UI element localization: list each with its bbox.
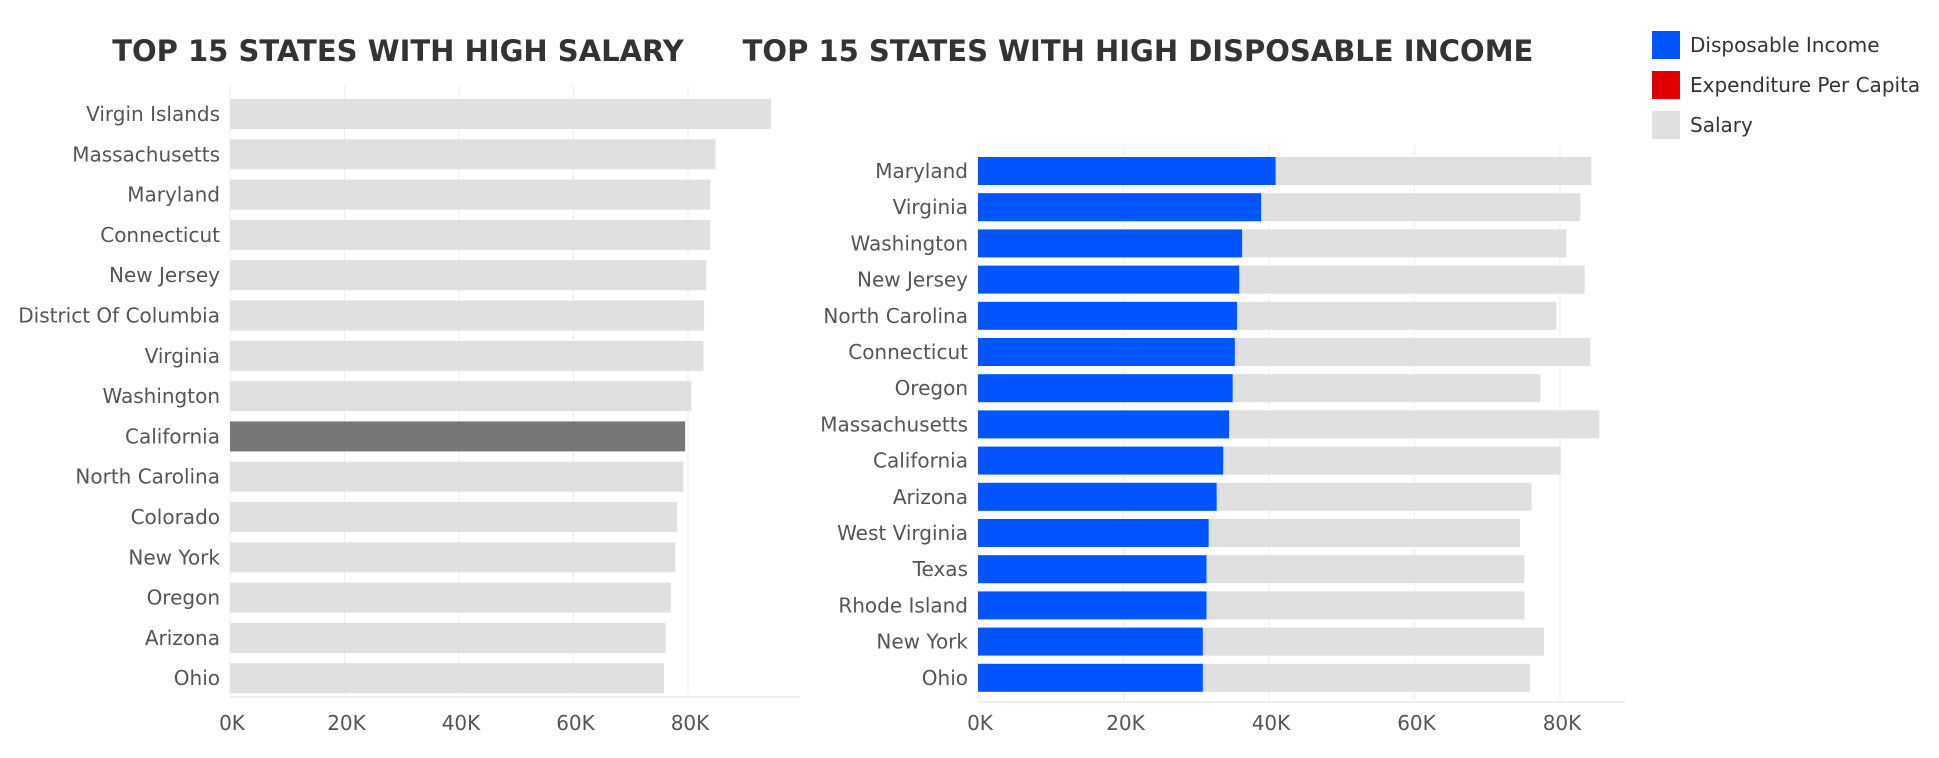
category-label-new-york: New York	[876, 630, 968, 654]
bar-disposable-income-north-carolina[interactable]	[978, 301, 1237, 330]
category-label-oregon: Oregon	[895, 376, 968, 400]
bar-salary-virginia[interactable]	[230, 340, 704, 371]
category-label-massachusetts: Massachusetts	[72, 142, 220, 166]
category-label-washington: Washington	[102, 384, 220, 408]
category-label-new-york: New York	[128, 545, 220, 569]
bar-disposable-income-washington[interactable]	[978, 229, 1243, 258]
bar-disposable-income-california[interactable]	[978, 446, 1224, 475]
x-tick-label: 0K	[967, 711, 994, 735]
bar-salary-new-jersey[interactable]	[230, 260, 707, 291]
category-label-oregon: Oregon	[147, 586, 220, 610]
x-tick-label: 40K	[1252, 711, 1291, 735]
x-tick-label: 60K	[1397, 711, 1436, 735]
bar-disposable-income-west-virginia[interactable]	[978, 519, 1209, 547]
x-tick-label: 80K	[1543, 711, 1582, 735]
bar-disposable-income-massachusetts[interactable]	[978, 410, 1229, 439]
x-tick-label: 0K	[219, 711, 246, 735]
category-label-texas: Texas	[912, 557, 968, 581]
legend-swatch-disposable-income	[1652, 31, 1680, 59]
category-label-arizona: Arizona	[893, 485, 968, 509]
category-label-district-of-columbia: District Of Columbia	[18, 304, 220, 328]
bar-disposable-income-virginia[interactable]	[978, 193, 1261, 222]
bar-salary-new-york[interactable]	[230, 542, 676, 573]
category-label-ohio: Ohio	[922, 666, 968, 690]
x-tick-label: 80K	[671, 711, 710, 735]
bar-disposable-income-connecticut[interactable]	[978, 338, 1235, 366]
category-label-maryland: Maryland	[875, 159, 968, 183]
category-label-virgin-islands: Virgin Islands	[86, 102, 220, 126]
bar-salary-oregon[interactable]	[230, 582, 671, 613]
chart-high-disposable-income: TOP 15 STATES WITH HIGH DISPOSABLE INCOM…	[743, 34, 1625, 735]
category-label-virginia: Virginia	[145, 344, 220, 368]
bar-salary-connecticut[interactable]	[230, 219, 711, 250]
category-label-virginia: Virginia	[893, 195, 968, 219]
category-label-massachusetts: Massachusetts	[820, 412, 968, 436]
category-label-connecticut: Connecticut	[100, 223, 220, 247]
bar-salary-washington[interactable]	[230, 381, 692, 412]
x-tick-label: 20K	[1106, 711, 1145, 735]
bar-disposable-income-rhode-island[interactable]	[978, 591, 1207, 620]
bar-salary-colorado[interactable]	[230, 502, 678, 532]
category-label-arizona: Arizona	[145, 626, 220, 650]
category-label-colorado: Colorado	[131, 505, 220, 529]
category-label-rhode-island: Rhode Island	[838, 593, 968, 617]
category-label-north-carolina: North Carolina	[823, 304, 968, 328]
bar-disposable-income-maryland[interactable]	[978, 157, 1276, 185]
legend-swatch-salary	[1652, 111, 1680, 139]
bar-salary-california[interactable]	[230, 421, 686, 452]
category-label-california: California	[873, 449, 968, 473]
category-label-ohio: Ohio	[174, 666, 220, 690]
x-tick-label: 40K	[442, 711, 481, 735]
bar-salary-virgin-islands[interactable]	[230, 99, 772, 129]
legend-label-disposable-income: Disposable Income	[1690, 33, 1880, 57]
bar-salary-massachusetts[interactable]	[230, 139, 716, 170]
legend: Disposable Income Expenditure Per Capita…	[1652, 31, 1920, 139]
bar-disposable-income-texas[interactable]	[978, 555, 1207, 584]
bar-salary-district-of-columbia[interactable]	[230, 300, 705, 331]
bar-disposable-income-new-york[interactable]	[978, 627, 1203, 656]
bar-salary-arizona[interactable]	[230, 622, 666, 653]
category-label-new-jersey: New Jersey	[109, 263, 220, 287]
legend-swatch-expenditure-per-capita	[1652, 71, 1680, 99]
bar-salary-ohio[interactable]	[230, 663, 664, 694]
category-label-maryland: Maryland	[127, 183, 220, 207]
category-label-connecticut: Connecticut	[848, 340, 968, 364]
legend-item-expenditure-per-capita[interactable]: Expenditure Per Capita	[1652, 71, 1920, 99]
category-label-west-virginia: West Virginia	[837, 521, 968, 545]
category-label-california: California	[125, 424, 220, 448]
category-label-north-carolina: North Carolina	[75, 465, 220, 489]
legend-label-expenditure-per-capita: Expenditure Per Capita	[1690, 73, 1920, 97]
x-tick-label: 60K	[556, 711, 595, 735]
bar-salary-maryland[interactable]	[230, 179, 711, 210]
bar-disposable-income-oregon[interactable]	[978, 374, 1233, 403]
legend-label-salary: Salary	[1690, 113, 1753, 137]
chart-high-salary: TOP 15 STATES WITH HIGH SALARY Virgin Is…	[18, 34, 800, 735]
legend-item-salary[interactable]: Salary	[1652, 111, 1753, 139]
bar-disposable-income-new-jersey[interactable]	[978, 265, 1240, 294]
x-tick-label: 20K	[327, 711, 366, 735]
category-label-washington: Washington	[850, 231, 968, 255]
bar-disposable-income-ohio[interactable]	[978, 663, 1203, 692]
legend-item-disposable-income[interactable]: Disposable Income	[1652, 31, 1880, 59]
category-label-new-jersey: New Jersey	[857, 268, 968, 292]
bar-salary-north-carolina[interactable]	[230, 461, 684, 492]
chart-title-disposable-income: TOP 15 STATES WITH HIGH DISPOSABLE INCOM…	[743, 34, 1534, 68]
chart-title-salary: TOP 15 STATES WITH HIGH SALARY	[112, 34, 685, 68]
bar-disposable-income-arizona[interactable]	[978, 482, 1217, 511]
